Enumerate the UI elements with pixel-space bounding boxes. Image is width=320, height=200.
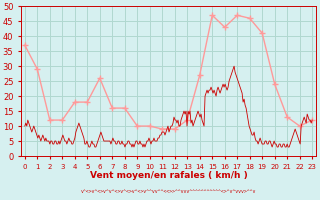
X-axis label: Vent moyen/en rafales ( km/h ): Vent moyen/en rafales ( km/h ) <box>90 171 247 180</box>
Text: v^<>v^<>v^v^<>v^<>v^<>v^^vv^^<<>>^^vvv^^^^^^^^^^^<>^v^vvv>^^v: v^<>v^<>v^v^<>v^<>v^<>v^^vv^^<<>>^^vvv^^… <box>81 189 256 194</box>
